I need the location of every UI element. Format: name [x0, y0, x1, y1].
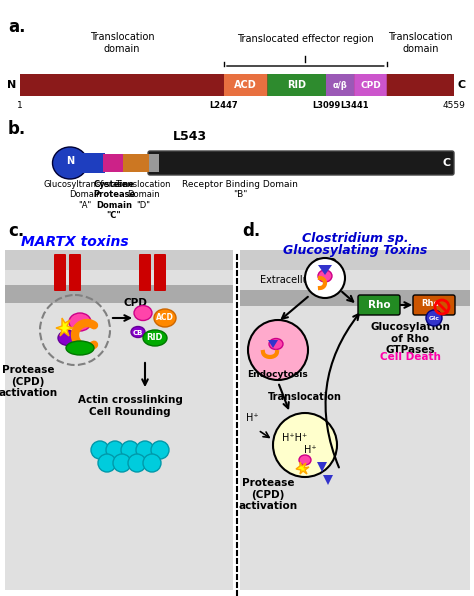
Text: Cell Death: Cell Death: [380, 352, 440, 362]
Text: RID: RID: [287, 80, 306, 90]
Text: Receptor Binding Domain
"B": Receptor Binding Domain "B": [182, 180, 298, 200]
Circle shape: [248, 320, 308, 380]
Circle shape: [98, 454, 116, 472]
Text: Translocation: Translocation: [268, 392, 342, 402]
FancyBboxPatch shape: [54, 254, 66, 291]
Ellipse shape: [143, 330, 167, 346]
Text: Actin crosslinking
Cell Rounding: Actin crosslinking Cell Rounding: [78, 395, 182, 417]
Text: CB: CB: [133, 330, 143, 336]
FancyBboxPatch shape: [354, 74, 387, 96]
FancyBboxPatch shape: [149, 154, 159, 172]
Text: d.: d.: [242, 222, 260, 240]
FancyBboxPatch shape: [326, 74, 354, 96]
Ellipse shape: [269, 339, 283, 349]
Ellipse shape: [58, 331, 78, 346]
Text: L3099: L3099: [312, 101, 340, 110]
Ellipse shape: [66, 341, 94, 355]
Text: Glucosylating Toxins: Glucosylating Toxins: [283, 244, 427, 257]
Text: Cysteine
Protease
Domain
"C": Cysteine Protease Domain "C": [93, 180, 135, 220]
FancyBboxPatch shape: [123, 154, 151, 172]
Text: c.: c.: [8, 222, 24, 240]
Polygon shape: [56, 318, 73, 336]
Polygon shape: [268, 340, 278, 348]
Ellipse shape: [134, 306, 152, 321]
Circle shape: [143, 454, 161, 472]
Text: ACD: ACD: [234, 80, 257, 90]
Circle shape: [151, 441, 169, 459]
Text: a.: a.: [8, 18, 26, 36]
FancyBboxPatch shape: [69, 254, 81, 291]
Ellipse shape: [53, 147, 88, 179]
Text: Rho: Rho: [368, 300, 390, 310]
Polygon shape: [317, 462, 327, 472]
Text: H⁺: H⁺: [304, 445, 316, 455]
Circle shape: [305, 258, 345, 298]
Text: Endocytosis: Endocytosis: [247, 370, 309, 379]
FancyBboxPatch shape: [139, 254, 151, 291]
Circle shape: [106, 441, 124, 459]
Ellipse shape: [154, 309, 176, 327]
FancyBboxPatch shape: [20, 74, 454, 96]
Polygon shape: [318, 265, 332, 275]
FancyBboxPatch shape: [70, 153, 105, 173]
Text: L543: L543: [173, 130, 207, 143]
Text: Translocated effector region: Translocated effector region: [237, 34, 374, 44]
Polygon shape: [296, 462, 309, 474]
Circle shape: [128, 454, 146, 472]
Circle shape: [136, 441, 154, 459]
Text: Translocation
domain: Translocation domain: [388, 32, 453, 54]
Ellipse shape: [318, 270, 332, 282]
FancyBboxPatch shape: [240, 270, 470, 590]
Text: H⁺: H⁺: [246, 413, 258, 423]
Text: CPD: CPD: [123, 298, 147, 308]
FancyBboxPatch shape: [5, 285, 233, 303]
Text: Translocation
Domain
"D": Translocation Domain "D": [115, 180, 171, 210]
FancyBboxPatch shape: [5, 270, 233, 590]
Text: Rho: Rho: [421, 299, 439, 308]
Text: Glucosylation
of Rho
GTPases: Glucosylation of Rho GTPases: [370, 322, 450, 355]
Text: RID: RID: [147, 334, 163, 343]
Text: MARTX toxins: MARTX toxins: [21, 235, 129, 249]
Circle shape: [91, 441, 109, 459]
FancyBboxPatch shape: [154, 254, 166, 291]
Circle shape: [273, 413, 337, 477]
Text: H⁺H⁺: H⁺H⁺: [283, 433, 308, 443]
Text: CPD: CPD: [313, 258, 337, 268]
FancyBboxPatch shape: [267, 74, 326, 96]
Circle shape: [113, 454, 131, 472]
Text: C: C: [443, 158, 451, 168]
FancyBboxPatch shape: [5, 250, 233, 590]
Text: 4559: 4559: [443, 101, 465, 110]
Text: N: N: [66, 156, 74, 166]
Text: ACD: ACD: [156, 313, 174, 322]
Text: b.: b.: [8, 120, 26, 138]
Text: Glucosyltransferase
Domain
"A": Glucosyltransferase Domain "A": [43, 180, 127, 210]
Polygon shape: [323, 475, 333, 485]
Text: Clostridium sp.: Clostridium sp.: [301, 232, 408, 245]
Text: 1: 1: [17, 101, 23, 110]
Text: Translocation
domain: Translocation domain: [90, 32, 155, 54]
FancyBboxPatch shape: [240, 290, 470, 306]
Circle shape: [426, 310, 442, 326]
FancyBboxPatch shape: [103, 154, 125, 172]
Ellipse shape: [131, 327, 145, 337]
Text: L3441: L3441: [340, 101, 368, 110]
Text: Glc: Glc: [428, 315, 439, 321]
Text: α/β: α/β: [333, 80, 347, 89]
Text: Protease
(CPD)
activation: Protease (CPD) activation: [0, 365, 57, 398]
FancyBboxPatch shape: [224, 74, 267, 96]
Text: N: N: [7, 80, 16, 90]
FancyBboxPatch shape: [358, 295, 400, 315]
FancyBboxPatch shape: [148, 151, 454, 175]
Ellipse shape: [299, 455, 311, 465]
Text: Extracellular: Extracellular: [260, 275, 322, 285]
Text: Protease
(CPD)
activation: Protease (CPD) activation: [238, 478, 298, 511]
FancyBboxPatch shape: [413, 295, 455, 315]
Text: CPD: CPD: [360, 80, 381, 89]
FancyBboxPatch shape: [240, 250, 470, 590]
Ellipse shape: [69, 313, 91, 331]
Circle shape: [121, 441, 139, 459]
Text: C: C: [458, 80, 466, 90]
Text: L2447: L2447: [210, 101, 238, 110]
